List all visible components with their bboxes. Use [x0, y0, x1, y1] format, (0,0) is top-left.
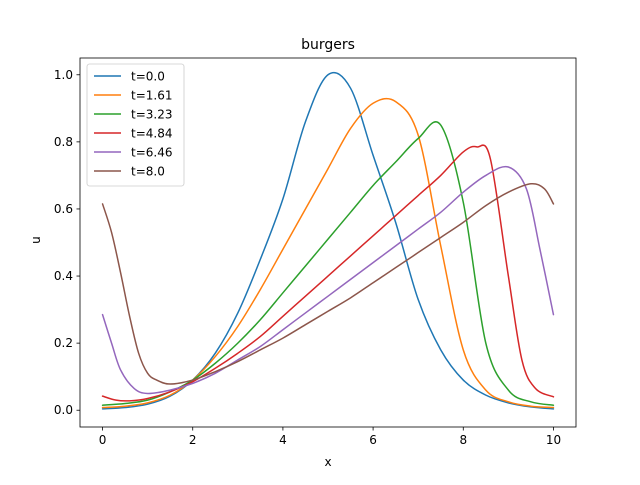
y-tick-label: 0.0 [54, 403, 73, 417]
y-tick-label: 0.2 [54, 336, 73, 350]
series-line-3 [101, 144, 555, 402]
series-line-4 [101, 165, 555, 395]
legend-entry-1: t=1.61 [131, 89, 172, 103]
series-lines [101, 71, 555, 410]
series-line-5 [101, 182, 555, 385]
chart-title: burgers [301, 37, 355, 53]
x-tick-label: 10 [546, 433, 561, 447]
legend-entry-5: t=8.0 [131, 165, 165, 179]
legend-entry-0: t=0.0 [131, 70, 165, 84]
x-tick-label: 6 [369, 433, 377, 447]
x-tick-label: 8 [459, 433, 467, 447]
legend: t=0.0 t=1.61 t=3.23 t=4.84 t=6.46 t=8.0 [86, 63, 185, 187]
x-tick-label: 4 [279, 433, 287, 447]
y-tick-label: 0.4 [54, 269, 73, 283]
y-axis-label: u [29, 236, 43, 244]
x-tick-label: 0 [99, 433, 107, 447]
series-line-1 [101, 97, 555, 409]
legend-entry-4: t=6.46 [131, 146, 172, 160]
plot-area [101, 71, 555, 410]
legend-entry-2: t=3.23 [131, 108, 172, 122]
x-tick-label: 2 [189, 433, 197, 447]
y-tick-label: 1.0 [54, 68, 73, 82]
x-axis-label: x [324, 455, 331, 469]
y-tick-label: 0.8 [54, 135, 73, 149]
y-tick-label: 0.6 [54, 202, 73, 216]
legend-entry-3: t=4.84 [131, 127, 172, 141]
axes: 0 2 4 6 8 10 0.0 0.2 0.4 0.6 0.8 1.0 [54, 57, 577, 447]
axes-frame [79, 57, 577, 428]
